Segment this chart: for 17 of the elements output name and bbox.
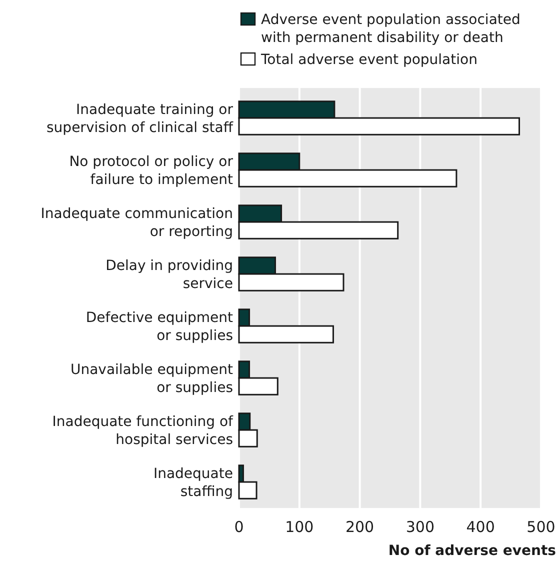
y-tick-label: Defective equipment or supplies bbox=[86, 310, 234, 344]
y-tick-label: No protocol or policy or failure to implement bbox=[69, 154, 234, 188]
x-tick-label: 0 bbox=[234, 518, 244, 536]
y-tick-label: Inadequate staffing bbox=[153, 466, 233, 500]
x-tick-label: 400 bbox=[466, 518, 495, 536]
y-tick-label: Delay in providing service bbox=[106, 258, 233, 292]
x-tick-label: 300 bbox=[406, 518, 435, 536]
y-tick-label: Inadequate communication or reporting bbox=[40, 206, 233, 240]
legend-label: Adverse event population associated with permanent disability or death bbox=[261, 12, 520, 46]
x-tick-label: 200 bbox=[345, 518, 374, 536]
y-tick-label: Inadequate functioning of hospital services bbox=[52, 414, 234, 448]
y-tick-label: Inadequate training or supervision of clinical staff bbox=[46, 102, 234, 136]
x-axis-title: No of adverse events bbox=[388, 543, 556, 559]
x-tick-label: 100 bbox=[285, 518, 314, 536]
legend-label: Total adverse event population bbox=[260, 52, 478, 68]
x-tick-label: 500 bbox=[526, 518, 556, 536]
y-tick-label: Unavailable equipment or supplies bbox=[70, 362, 234, 396]
